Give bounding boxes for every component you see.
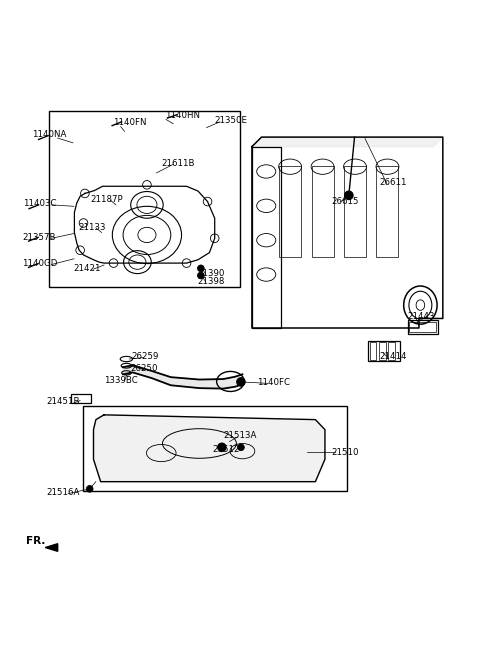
Text: 21513A: 21513A xyxy=(223,431,257,440)
Text: 21516A: 21516A xyxy=(47,488,80,497)
Text: 21390: 21390 xyxy=(198,268,225,277)
Bar xyxy=(344,166,366,257)
Text: 1140FN: 1140FN xyxy=(113,118,147,127)
Circle shape xyxy=(198,272,204,279)
Text: 11403C: 11403C xyxy=(23,199,56,209)
Bar xyxy=(83,406,348,491)
Text: 21350E: 21350E xyxy=(214,116,247,125)
Text: 21512: 21512 xyxy=(212,445,240,454)
Text: 26615: 26615 xyxy=(331,197,359,206)
Text: 21510: 21510 xyxy=(331,447,359,457)
Text: 26611: 26611 xyxy=(379,178,407,187)
Text: 21451B: 21451B xyxy=(47,398,80,407)
Bar xyxy=(408,320,438,334)
Text: 21398: 21398 xyxy=(198,277,225,286)
Text: 1140NA: 1140NA xyxy=(32,131,66,139)
Text: 1140HN: 1140HN xyxy=(165,111,200,120)
Circle shape xyxy=(198,265,204,272)
Bar xyxy=(49,111,240,287)
Circle shape xyxy=(237,378,245,386)
Text: 26250: 26250 xyxy=(131,364,158,373)
Circle shape xyxy=(238,444,244,451)
Bar xyxy=(71,394,91,403)
Text: FR.: FR. xyxy=(26,537,46,546)
Text: 21414: 21414 xyxy=(379,352,407,361)
Bar xyxy=(379,342,385,360)
Polygon shape xyxy=(123,365,242,388)
Bar xyxy=(376,166,398,257)
Text: 21443: 21443 xyxy=(408,312,435,321)
Circle shape xyxy=(345,191,353,199)
Polygon shape xyxy=(94,415,325,482)
Bar xyxy=(388,342,395,360)
Bar xyxy=(409,322,436,333)
Polygon shape xyxy=(45,544,58,551)
Text: 21421: 21421 xyxy=(73,264,101,273)
Text: 1140FC: 1140FC xyxy=(257,379,290,388)
Bar xyxy=(312,166,334,257)
Circle shape xyxy=(86,485,93,492)
Circle shape xyxy=(217,443,226,451)
Text: 26259: 26259 xyxy=(131,352,158,361)
Bar xyxy=(370,342,376,360)
Text: 1140GD: 1140GD xyxy=(22,259,57,268)
Text: 21133: 21133 xyxy=(78,223,106,232)
Polygon shape xyxy=(252,137,443,147)
Text: 21187P: 21187P xyxy=(90,195,123,203)
Text: 21611B: 21611B xyxy=(161,159,195,168)
Text: 21357B: 21357B xyxy=(23,233,56,242)
Text: 1339BC: 1339BC xyxy=(104,376,138,385)
Bar xyxy=(279,166,301,257)
Bar xyxy=(368,341,400,361)
